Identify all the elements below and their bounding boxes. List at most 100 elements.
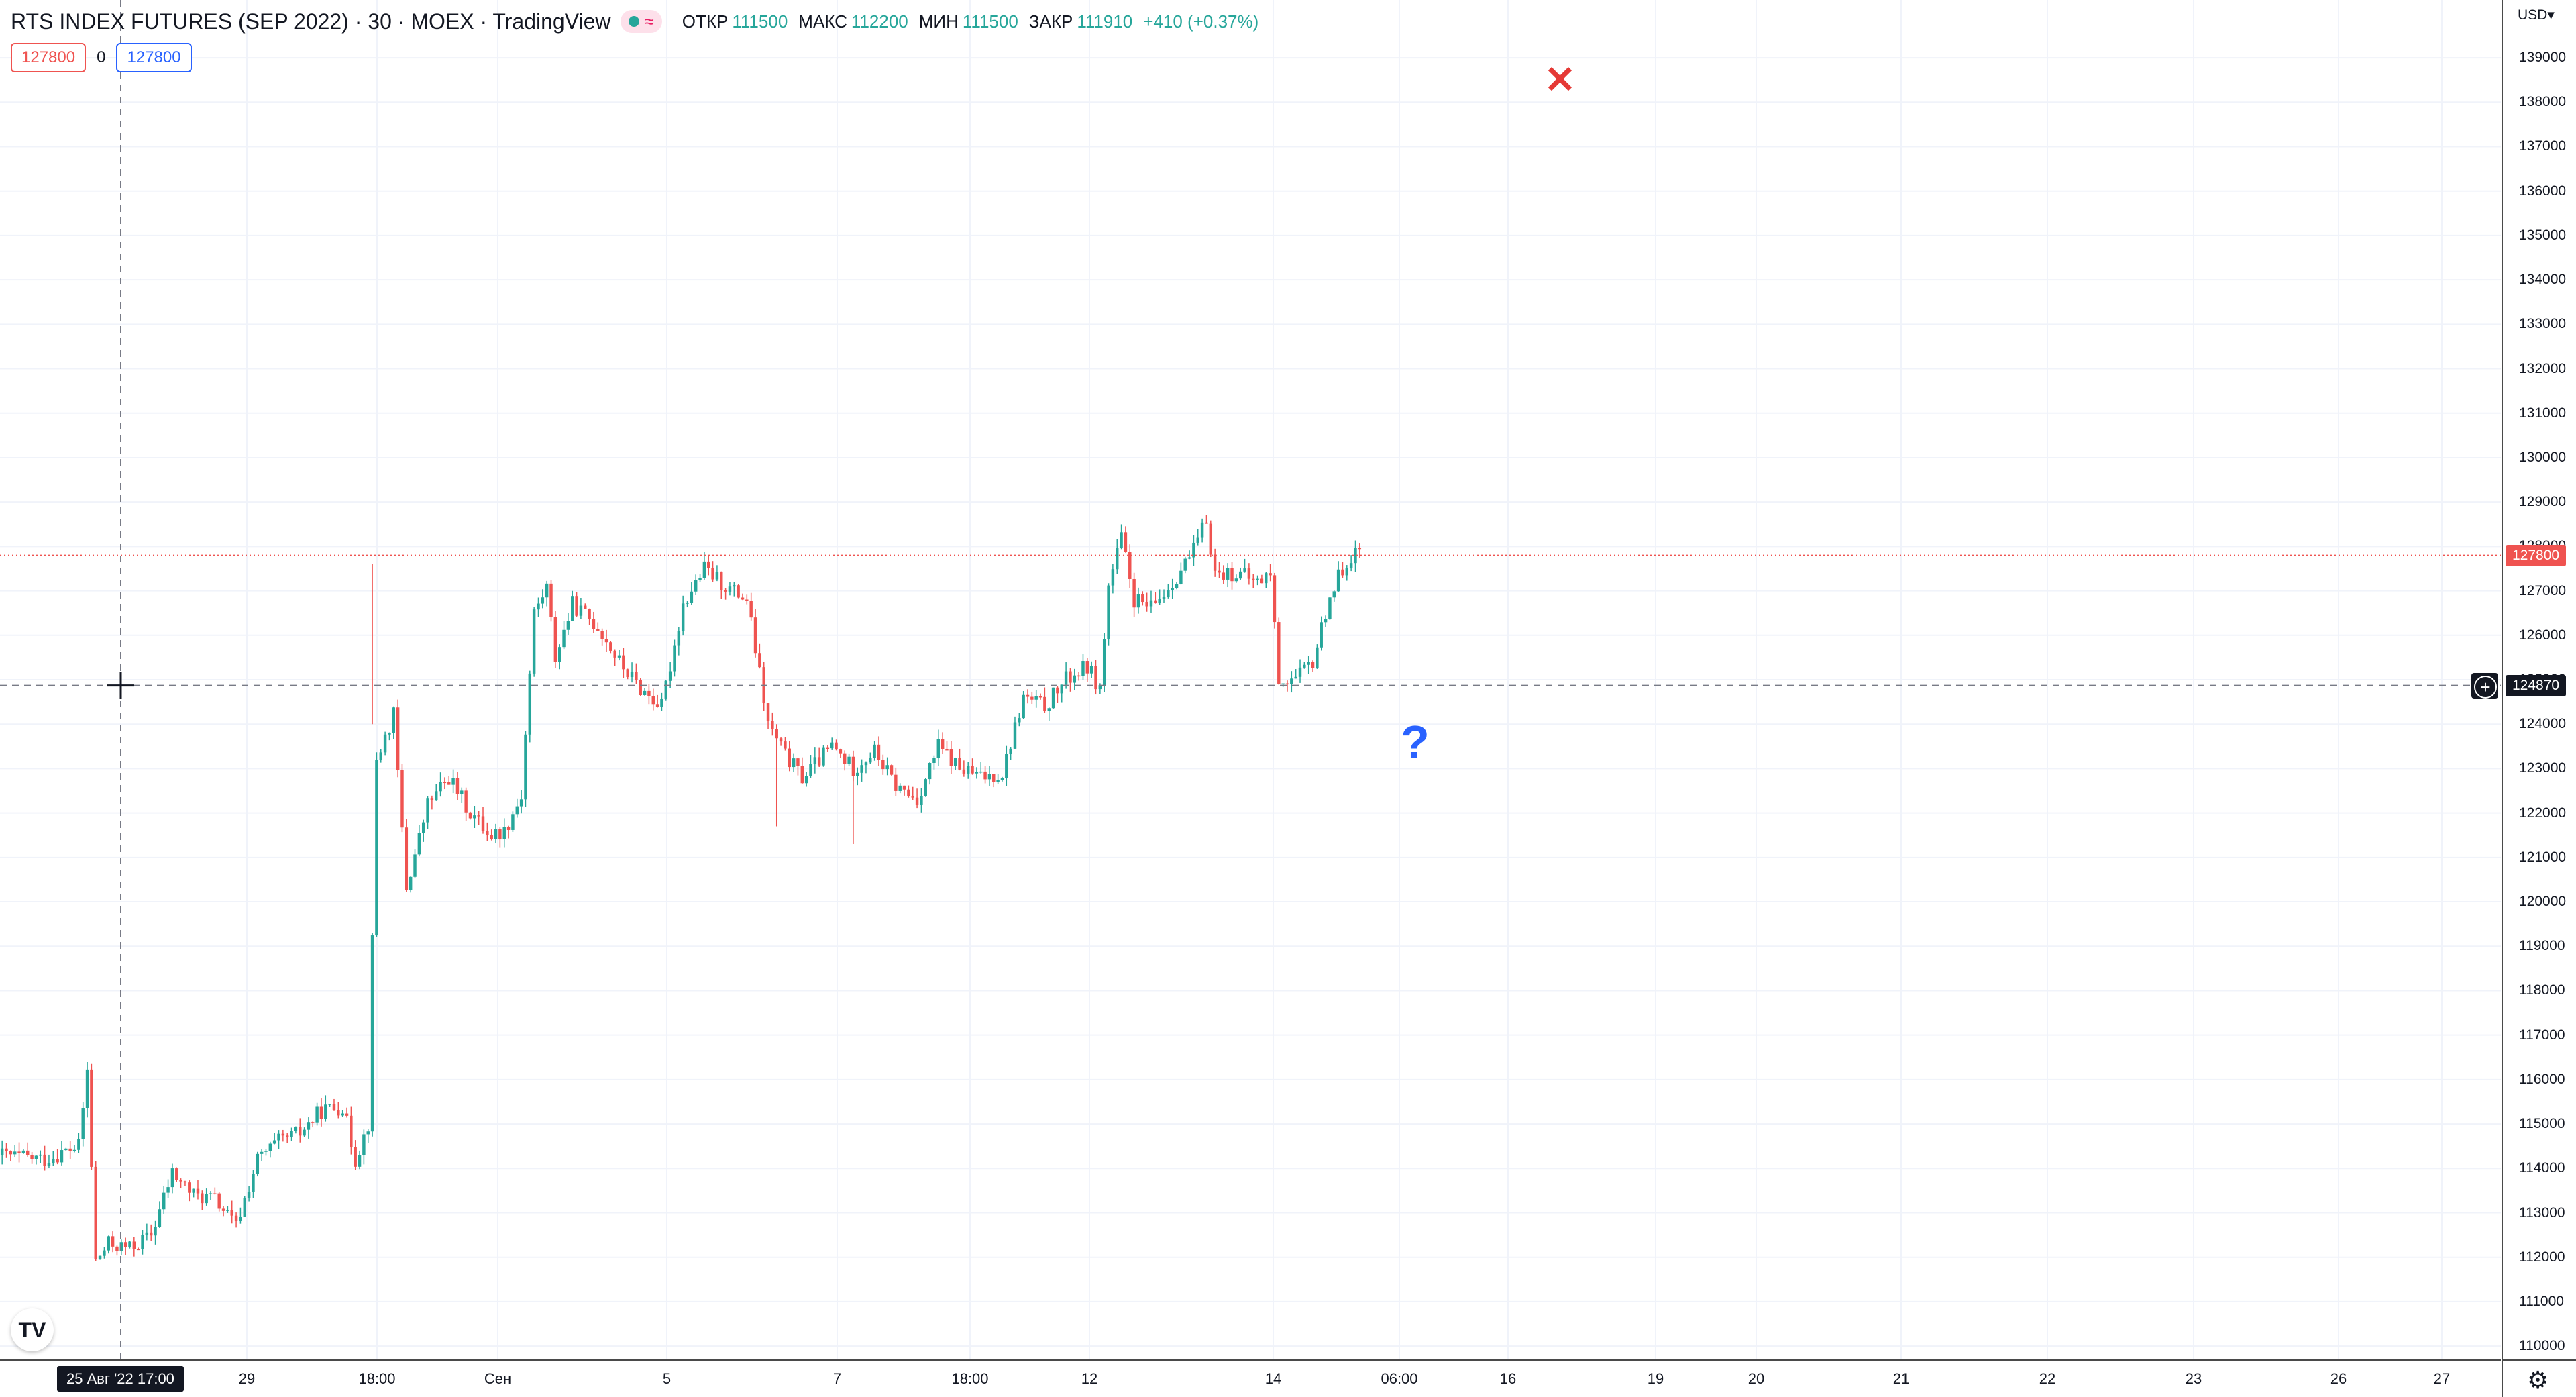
candle-body — [256, 1153, 260, 1174]
status-pill[interactable]: ≈ — [620, 10, 662, 33]
candle-body — [324, 1104, 327, 1119]
candle-body — [303, 1129, 306, 1136]
candle-body — [392, 707, 396, 733]
price-axis[interactable]: USD▾ 110000 111000 112000 113000 114000 11500… — [2502, 0, 2576, 1359]
candle-body — [107, 1236, 110, 1251]
candle-body — [170, 1168, 174, 1188]
candle-body — [1187, 557, 1191, 559]
candle-body — [771, 720, 774, 729]
candlestick-chart[interactable] — [0, 0, 2501, 1359]
candle-body — [647, 690, 651, 696]
candle-body — [43, 1154, 46, 1166]
candle-body — [272, 1140, 276, 1144]
candle-body — [239, 1217, 242, 1221]
quantity-label[interactable]: 0 — [97, 48, 106, 66]
price-tick-label: 136000 — [2519, 183, 2567, 199]
candle-body — [1102, 639, 1106, 686]
candle-body — [975, 772, 979, 774]
candle-body — [894, 774, 898, 791]
candle-body — [1167, 590, 1170, 597]
high-value: 112200 — [851, 11, 908, 32]
candle-body — [936, 739, 941, 758]
candle-body — [588, 609, 591, 619]
candle-body — [1213, 554, 1217, 571]
candle-body — [1345, 568, 1349, 576]
candle-body — [796, 758, 800, 766]
candle-body — [1336, 569, 1340, 592]
sell-button[interactable]: 127800 — [11, 43, 87, 72]
candle-body — [1005, 754, 1008, 778]
candle-body — [68, 1148, 72, 1151]
candle-body — [668, 671, 672, 681]
candle-body — [737, 585, 740, 598]
settings-gear-icon[interactable]: ⚙ — [2527, 1366, 2549, 1394]
candle-body — [741, 597, 745, 600]
currency-selector[interactable]: USD▾ — [2518, 7, 2555, 23]
close-marker-icon[interactable]: ✕ — [1544, 58, 1576, 101]
chart-plot-area[interactable]: RTS INDEX FUTURES (SEP 2022) · 30 · MOEX… — [0, 0, 2501, 1359]
candle-body — [94, 1166, 97, 1260]
candle-body — [13, 1151, 17, 1155]
candle-body — [366, 1131, 370, 1135]
candle-body — [1341, 569, 1344, 576]
add-alert-button[interactable]: + — [2471, 672, 2498, 698]
crosshair-time-label: 25 Авг '22 17:00 — [57, 1366, 184, 1392]
candle-body — [822, 747, 825, 766]
candle-body — [809, 764, 812, 776]
candle-body — [1252, 578, 1255, 580]
candle-body — [430, 798, 434, 800]
candle-body — [902, 785, 906, 790]
candle-body — [996, 780, 1000, 782]
candle-body — [56, 1159, 59, 1163]
candle-body — [622, 655, 625, 670]
candle-body — [813, 757, 817, 764]
price-tick-label: 129000 — [2519, 494, 2567, 510]
candle-body — [1038, 696, 1042, 698]
candle-body — [1349, 563, 1353, 568]
candle-body — [426, 798, 429, 823]
candle-body — [39, 1154, 42, 1156]
candle-body — [243, 1198, 246, 1217]
candle-body — [435, 791, 438, 800]
candle-body — [341, 1113, 344, 1116]
candle-body — [707, 561, 710, 568]
price-tick-label: 122000 — [2519, 805, 2567, 821]
candle-body — [52, 1159, 55, 1163]
candle-body — [660, 698, 663, 707]
tradingview-logo[interactable]: TV — [11, 1308, 54, 1351]
symbol-title[interactable]: RTS INDEX FUTURES (SEP 2022) · 30 · MOEX… — [11, 9, 611, 34]
candle-body — [1243, 568, 1246, 572]
candle-body — [213, 1193, 217, 1194]
buy-button[interactable]: 127800 — [116, 43, 192, 72]
candle-body — [154, 1227, 157, 1236]
candle-body — [1175, 584, 1179, 588]
price-tick-label: 127000 — [2519, 582, 2567, 599]
candle-body — [953, 758, 957, 766]
candle-body — [873, 744, 876, 758]
price-tick-label: 131000 — [2519, 405, 2567, 421]
chart-legend: RTS INDEX FUTURES (SEP 2022) · 30 · MOEX… — [11, 8, 1265, 35]
candle-body — [1290, 678, 1293, 684]
price-tick-label: 111000 — [2519, 1293, 2564, 1309]
candle-body — [920, 796, 923, 805]
candle-body — [1303, 664, 1306, 668]
candle-body — [396, 707, 400, 770]
price-tick-label: 138000 — [2519, 94, 2567, 110]
time-axis[interactable]: 29 18:00 Сен 5 7 18:00 12 14 06:00 16 19 20 21 22 23 26… — [0, 1359, 2501, 1397]
candle-body — [766, 703, 770, 721]
candle-body — [354, 1147, 357, 1167]
candle-body — [400, 770, 404, 828]
candle-body — [1273, 575, 1277, 623]
candle-body — [941, 739, 945, 749]
candle-body — [839, 749, 843, 754]
question-marker-icon[interactable]: ? — [1401, 716, 1430, 768]
candle-body — [98, 1255, 102, 1260]
time-tick-label: 5 — [662, 1370, 672, 1387]
candle-body — [1107, 585, 1110, 639]
candle-body — [1089, 666, 1093, 674]
candle-body — [1260, 578, 1264, 584]
candle-body — [196, 1188, 200, 1194]
candle-body — [217, 1193, 221, 1209]
candle-body — [915, 797, 919, 805]
price-tick-label: 126000 — [2519, 627, 2567, 643]
